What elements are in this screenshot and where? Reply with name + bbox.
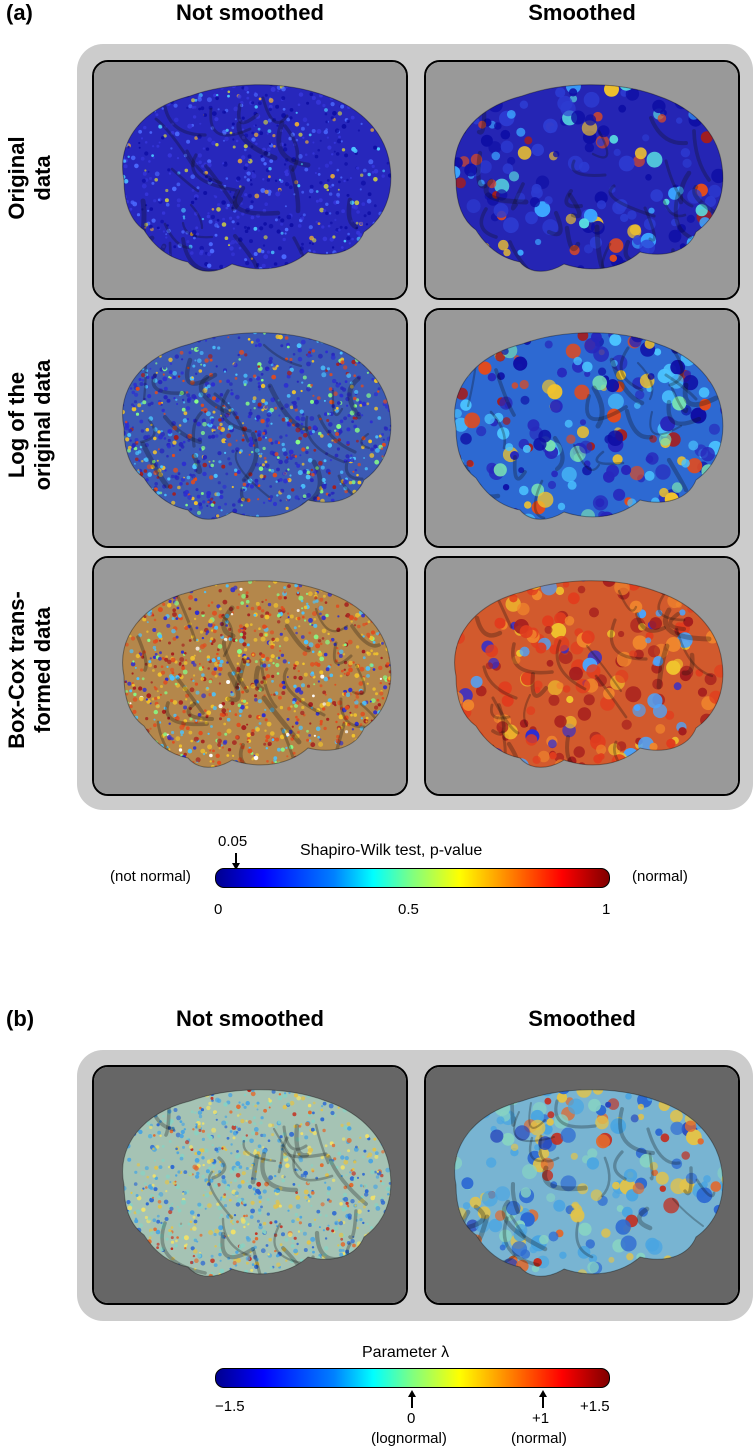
- brain-render: [94, 558, 406, 794]
- brain-render: [426, 558, 738, 794]
- colorbar-a: [215, 868, 610, 888]
- panel-b-title-smoothed: Smoothed: [528, 1006, 636, 1031]
- colorbar-b-max: +1.5: [580, 1398, 610, 1415]
- brain-tile-boxcox-smoothed: [424, 556, 740, 796]
- colorbar-a-right-label: (normal): [632, 868, 688, 885]
- row-label-boxcox: Box-Cox trans- formed data: [4, 591, 55, 749]
- panel-a-title-smoothed: Smoothed: [528, 0, 636, 25]
- colorbar-a-title: Shapiro-Wilk test, p-value: [300, 842, 483, 859]
- row-label-log: Log of the original data: [4, 359, 55, 491]
- colorbar-a-marker-label: 0.05: [218, 833, 248, 850]
- colorbar-a-max: 1: [602, 901, 611, 918]
- colorbar-b-one-note: (normal): [511, 1430, 567, 1447]
- panel-a-title-not-smoothed: Not smoothed: [176, 0, 324, 25]
- colorbar-b: [215, 1368, 610, 1388]
- colorbar-b-title: Parameter λ: [362, 1344, 450, 1361]
- panel-b-title-not-smoothed: Not smoothed: [176, 1006, 324, 1031]
- colorbar-a-mid: 0.5: [398, 901, 419, 918]
- brain-surface: [122, 332, 391, 520]
- panel-b-label: (b): [6, 1006, 35, 1031]
- colorbar-b-zero: 0: [407, 1410, 416, 1427]
- brain-tile-boxcox-not-smoothed: [92, 556, 408, 796]
- brain-tile-log-not-smoothed: [92, 308, 408, 548]
- colorbar-a-left-label: (not normal): [110, 868, 191, 885]
- brain-render: [94, 1067, 406, 1303]
- colorbar-b-one: +1: [532, 1410, 550, 1427]
- colorbar-a-min: 0: [214, 901, 223, 918]
- panel-a-label: (a): [6, 0, 33, 25]
- brain-tile-original-not-smoothed: [92, 60, 408, 300]
- brain-render: [94, 62, 406, 298]
- brain-render: [426, 62, 738, 298]
- brain-render: [94, 310, 406, 546]
- brain-tile-original-smoothed: [424, 60, 740, 300]
- brain-tile-lambda-smoothed: [424, 1065, 740, 1305]
- row-label-original: Original data: [4, 136, 55, 220]
- colorbar-b-min: −1.5: [215, 1398, 245, 1415]
- brain-render: [426, 310, 738, 546]
- brain-tile-log-smoothed: [424, 308, 740, 548]
- brain-render: [426, 1067, 738, 1303]
- brain-tile-lambda-not-smoothed: [92, 1065, 408, 1305]
- colorbar-b-zero-note: (lognormal): [371, 1430, 447, 1447]
